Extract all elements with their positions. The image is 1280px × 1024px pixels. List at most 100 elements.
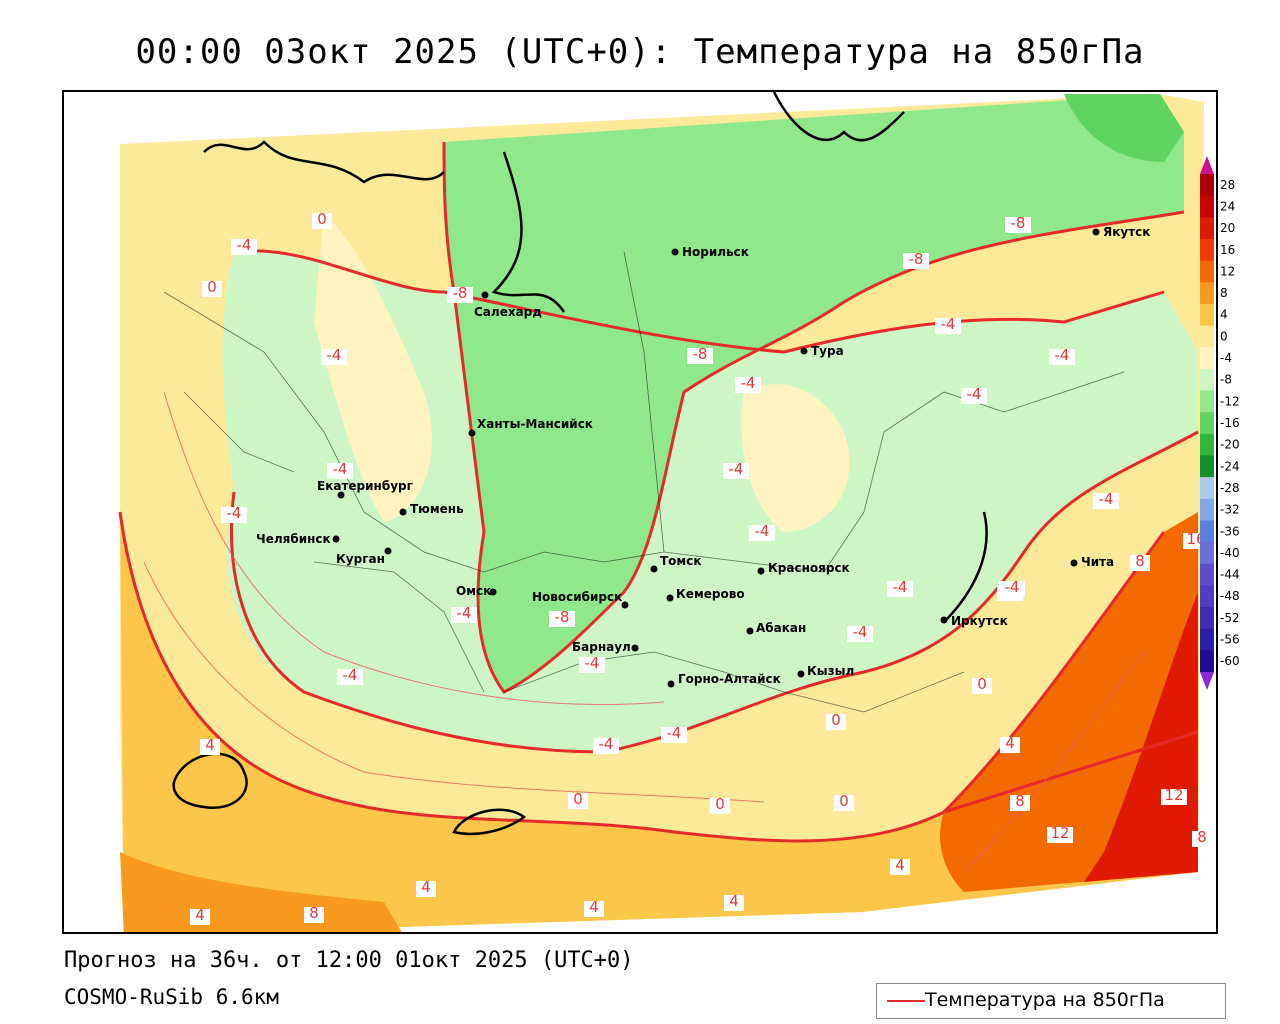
temperature-colorbar: 28 24 20 16 12 8 4 0 -4 -8 -12 -16 -20 -24 -28 -32 -36 -4…: [1200, 156, 1278, 690]
colorbar-tick-label: -40: [1220, 546, 1240, 560]
contour-label: -4: [941, 315, 956, 333]
colorbar-swatch: [1200, 347, 1214, 370]
city-label-khanty-mansiysk: Ханты-Мансийск: [477, 417, 593, 431]
city-dot-yekaterinburg: [337, 491, 345, 499]
colorbar-swatch: [1200, 260, 1214, 283]
contour-label: -4: [729, 460, 744, 478]
colorbar-swatch: [1200, 455, 1214, 478]
temperature-zone-4-8: [120, 512, 1198, 932]
city-label-kurgan: Курган: [336, 552, 385, 566]
temperature-zone-warm-pocket-west: [314, 212, 432, 522]
city-dot-novosibirsk: [621, 601, 629, 609]
colorbar-swatch: [1200, 390, 1214, 413]
model-name: COSMO-RuSib 6.6км: [64, 985, 279, 1009]
legend-label: Температура на 850гПа: [925, 989, 1165, 1011]
colorbar-tick-label: -8: [1220, 373, 1232, 387]
contour-label: 0: [317, 210, 327, 228]
city-dot-barnaul: [631, 644, 639, 652]
contour-label: -4: [667, 724, 682, 742]
city-dot-omsk: [489, 588, 497, 596]
contour-label: -8: [453, 284, 468, 302]
contour-label: -4: [853, 623, 868, 641]
city-dot-chelyabinsk: [332, 535, 340, 543]
colorbar-tick-label: -16: [1220, 416, 1240, 430]
colorbar-tick-label: 0: [1220, 329, 1228, 343]
coastlines: [172, 92, 988, 836]
colorbar-canvas: 28 24 20 16 12 8 4 0 -4 -8 -12 -16 -20 -24 -28 -32 -36 -4…: [1200, 156, 1240, 690]
colorbar-swatch: [1200, 585, 1214, 608]
contour-label: 12: [1164, 786, 1183, 804]
colorbar-swatch: [1200, 542, 1214, 565]
colorbar-tick-label: -32: [1220, 503, 1240, 517]
contour-label: 8: [1015, 792, 1025, 810]
contour-label: 0: [839, 792, 849, 810]
city-label-yekaterinburg: Екатеринбург: [317, 479, 413, 493]
colorbar-tick-label: -12: [1220, 394, 1240, 408]
colorbar-tick-label: 8: [1220, 286, 1228, 300]
city-label-salekhard: Салехард: [474, 305, 542, 319]
contour-label: 8: [1135, 552, 1145, 570]
contour-label: -8: [1011, 214, 1026, 232]
contour-label: 0: [715, 795, 725, 813]
contour-label: 4: [895, 856, 905, 874]
contour-label: -4: [755, 522, 770, 540]
colorbar-tick-label: 20: [1220, 221, 1235, 235]
colorbar-tick-label: -36: [1220, 524, 1240, 538]
city-dot-chita: [1070, 559, 1078, 567]
map-title: 00:00 03окт 2025 (UTC+0): Температура на…: [135, 32, 1145, 72]
contour-label: -4: [599, 735, 614, 753]
legend-line-swatch: [887, 1000, 925, 1002]
map-canvas: Норильск Якутск Салехард Тура Ханты-Манс…: [118, 92, 1212, 932]
colorbar-tick-label: 12: [1220, 264, 1235, 278]
city-label-tomsk: Томск: [660, 554, 702, 568]
contour-label: -4: [457, 604, 472, 622]
contour-label: -4: [333, 460, 348, 478]
contour-label: 0: [207, 278, 217, 296]
city-label-barnaul: Барнаул: [572, 640, 631, 654]
city-label-kemerovo: Кемерово: [676, 587, 745, 601]
contour-label: 4: [205, 736, 215, 754]
isotherm-minor-lines: [143, 391, 1145, 873]
colorbar-swatch: [1200, 217, 1214, 240]
colorbar-tick-label: -60: [1220, 654, 1240, 668]
contour-label: -4: [1005, 578, 1020, 596]
colorbar-swatch: [1200, 195, 1214, 218]
contour-label: 8: [1197, 828, 1207, 846]
colorbar-tick-label: 4: [1220, 308, 1228, 322]
city-label-kyzyl: Кызыл: [807, 664, 854, 678]
temperature-zone-warm-pocket-east: [741, 384, 850, 532]
contour-label: -4: [227, 504, 242, 522]
contour-label: -4: [237, 236, 252, 254]
colorbar-labels: 28 24 20 16 12 8 4 0 -4 -8 -12 -16 -20 -24 -28 -32 -36 -4…: [1220, 178, 1240, 668]
colorbar-swatch: [1200, 607, 1214, 630]
colorbar-tick-label: -28: [1220, 481, 1240, 495]
colorbar-swatch: [1200, 520, 1214, 543]
contour-label: 4: [589, 898, 599, 916]
colorbar-swatches: [1200, 174, 1214, 673]
city-label-chita: Чита: [1081, 555, 1114, 569]
contour-label: -8: [693, 345, 708, 363]
contour-label: -4: [1055, 346, 1070, 364]
colorbar-swatch: [1200, 628, 1214, 651]
colorbar-arrow-bottom: [1200, 672, 1214, 690]
contour-label: -8: [555, 608, 570, 626]
contour-label: 4: [729, 892, 739, 910]
city-label-tyumen: Тюмень: [410, 502, 464, 516]
colorbar-swatch: [1200, 433, 1214, 456]
colorbar-swatch: [1200, 563, 1214, 586]
city-label-yakutsk: Якутск: [1103, 225, 1150, 239]
city-dot-gorno-altaysk: [667, 680, 675, 688]
colorbar-tick-label: -4: [1220, 351, 1232, 365]
contour-label: -8: [909, 250, 924, 268]
city-dot-salekhard: [481, 291, 489, 299]
contour-label: 0: [977, 675, 987, 693]
city-dot-krasnoyarsk: [757, 567, 765, 575]
contour-label: -4: [585, 654, 600, 672]
city-label-irkutsk: Иркутск: [951, 614, 1008, 628]
contour-label: -4: [327, 346, 342, 364]
city-dot-tyumen: [399, 508, 407, 516]
city-dot-yakutsk: [1092, 228, 1100, 236]
city-dot-irkutsk: [940, 616, 948, 624]
contour-label: 4: [195, 906, 205, 924]
contour-label: -4: [343, 666, 358, 684]
